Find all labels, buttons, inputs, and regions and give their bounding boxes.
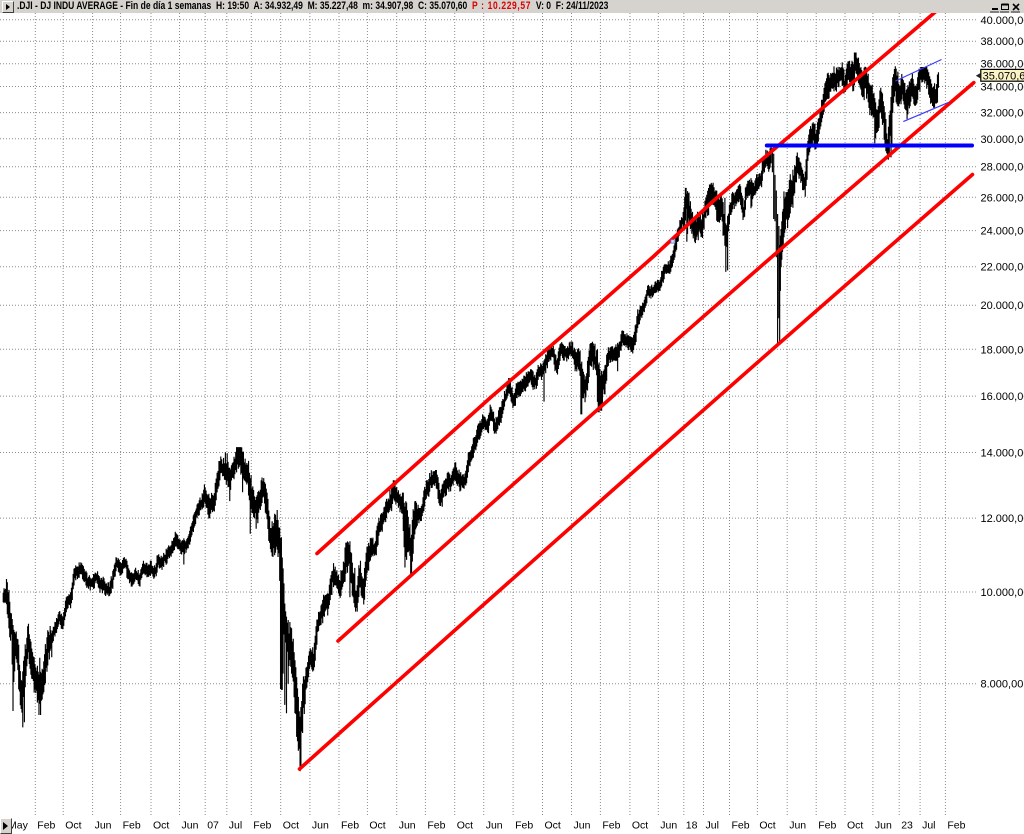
svg-text:34.000,00: 34.000,00 [981,82,1024,94]
svg-text:Oct: Oct [369,820,385,832]
svg-text:18: 18 [686,820,698,832]
svg-text:Feb: Feb [732,820,750,832]
svg-text:8.000,00: 8.000,00 [981,679,1024,691]
svg-text:32.000,00: 32.000,00 [981,108,1024,120]
svg-text:16.000,00: 16.000,00 [981,391,1024,403]
svg-text:22.000,00: 22.000,00 [981,262,1024,274]
svg-text:23: 23 [901,820,913,832]
svg-text:Jul: Jul [229,820,242,832]
svg-text:Jun: Jun [312,820,329,832]
svg-text:35.070,6: 35.070,6 [983,71,1024,83]
svg-text:38.000,00: 38.000,00 [981,36,1024,48]
svg-text:Feb: Feb [253,820,271,832]
svg-text:Jun: Jun [399,820,416,832]
svg-text:12.000,00: 12.000,00 [981,513,1024,525]
svg-text:18.000,00: 18.000,00 [981,344,1024,356]
svg-text:Feb: Feb [602,820,620,832]
svg-text:Oct: Oct [457,820,473,832]
svg-text:Feb: Feb [947,820,965,832]
svg-text:Jun: Jun [486,820,503,832]
svg-text:Oct: Oct [847,820,863,832]
svg-text:Jun: Jun [789,820,806,832]
svg-text:20.000,00: 20.000,00 [981,300,1024,312]
svg-text:Oct: Oct [283,820,299,832]
svg-text:Feb: Feb [341,820,359,832]
svg-text:40.000,00: 40.000,00 [981,15,1024,27]
svg-text:Oct: Oct [545,820,561,832]
svg-text:07: 07 [207,820,219,832]
svg-text:28.000,00: 28.000,00 [981,162,1024,174]
svg-text:30.000,00: 30.000,00 [981,134,1024,146]
svg-text:Feb: Feb [818,820,836,832]
svg-text:Jun: Jun [182,820,199,832]
svg-text:Oct: Oct [632,820,648,832]
svg-text:Jun: Jun [660,820,677,832]
svg-text:Jun: Jun [875,820,892,832]
svg-text:Jun: Jun [574,820,591,832]
svg-text:14.000,00: 14.000,00 [981,448,1024,460]
svg-text:26.000,00: 26.000,00 [981,192,1024,204]
svg-text:Feb: Feb [515,820,533,832]
svg-text:Jul: Jul [922,820,935,832]
svg-text:24.000,00: 24.000,00 [981,226,1024,238]
svg-text:Feb: Feb [123,820,141,832]
svg-text:Jun: Jun [95,820,112,832]
svg-text:10.000,00: 10.000,00 [981,587,1024,599]
svg-text:Feb: Feb [427,820,445,832]
svg-text:Feb: Feb [37,820,55,832]
svg-text:Oct: Oct [65,820,81,832]
svg-text:Jul: Jul [706,820,719,832]
svg-text:Oct: Oct [153,820,169,832]
svg-text:Oct: Oct [759,820,775,832]
